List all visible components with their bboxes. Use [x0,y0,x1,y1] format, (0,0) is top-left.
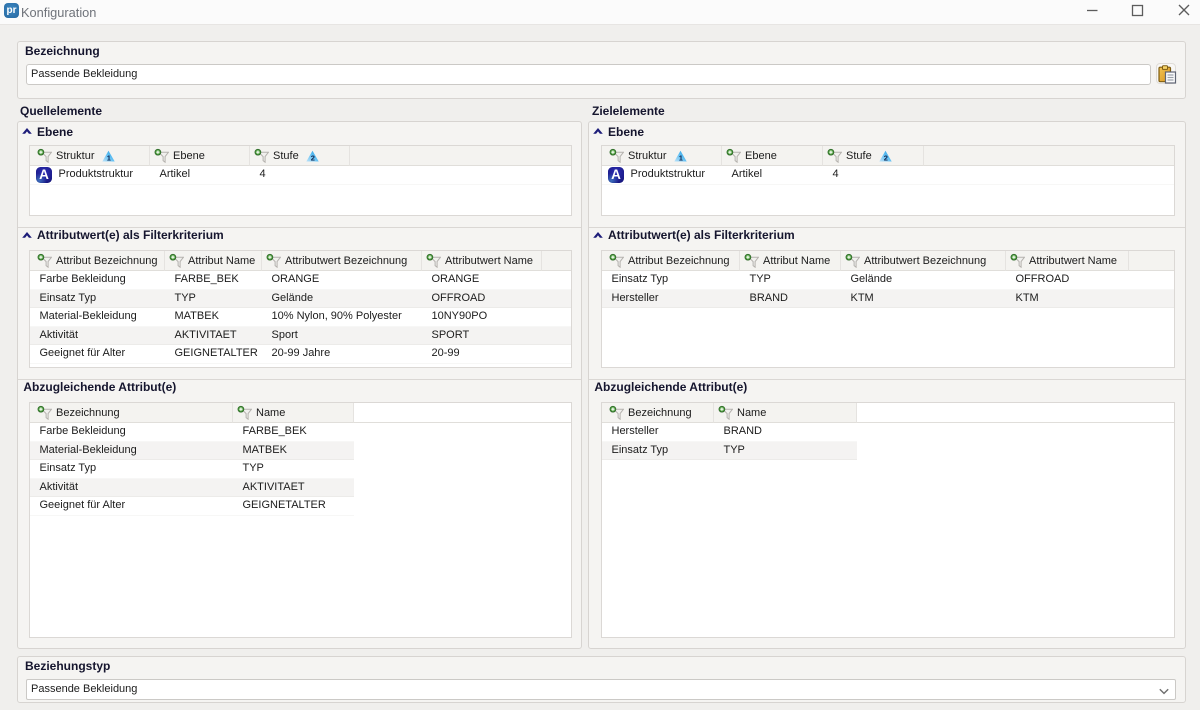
svg-text:2: 2 [310,153,314,161]
svg-text:2: 2 [883,153,887,161]
svg-text:1: 1 [678,153,682,161]
svg-text:1: 1 [106,153,110,161]
